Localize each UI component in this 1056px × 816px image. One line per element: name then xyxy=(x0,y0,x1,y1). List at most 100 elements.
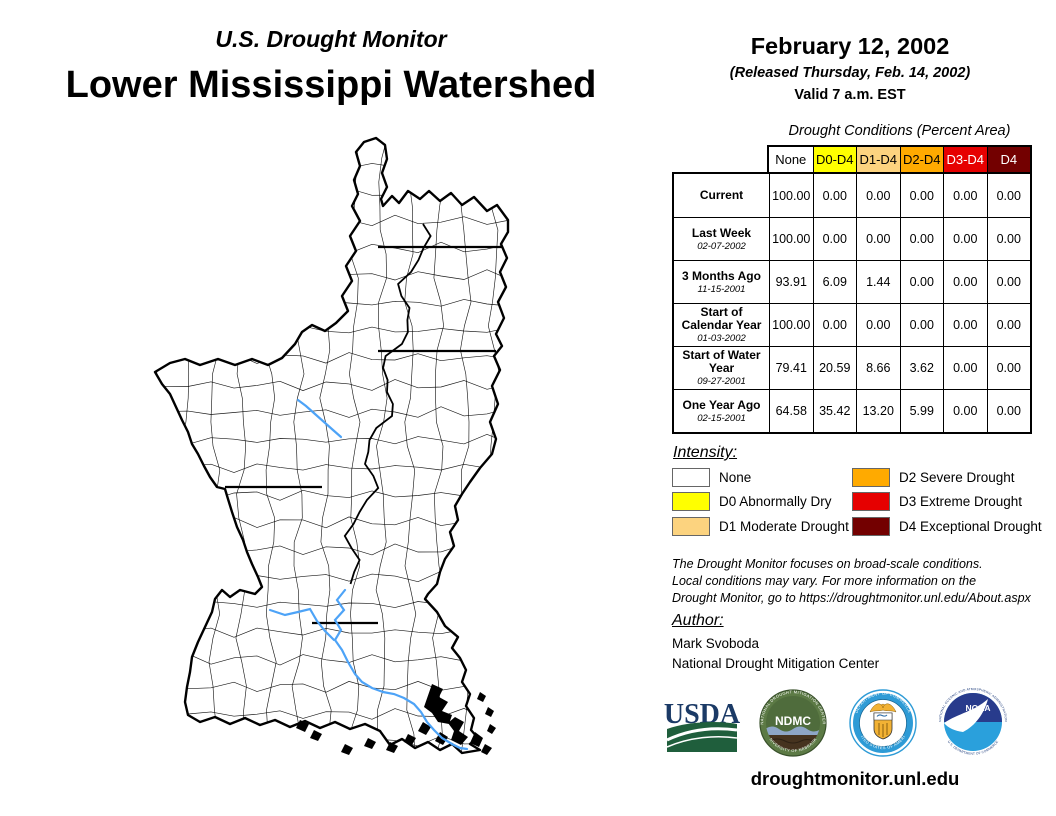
commerce-seal: DEPARTMENT OF COMMERCE UNITED STATES OF … xyxy=(849,689,917,757)
author-name: Mark Svoboda xyxy=(672,636,760,651)
legend-label: D4 Exceptional Drought xyxy=(899,519,1042,534)
table-cell: 0.00 xyxy=(986,174,1031,217)
ndmc-logo: NDMC NATIONAL DROUGHT MITIGATION CENTER … xyxy=(759,689,827,757)
legend-item-d4: D4 Exceptional Drought xyxy=(852,517,1042,536)
table-cell: 35.42 xyxy=(812,389,856,432)
legend-label: D1 Moderate Drought xyxy=(719,519,849,534)
legend-item-d2: D2 Severe Drought xyxy=(852,468,1015,487)
table-cell: 79.41 xyxy=(769,346,813,389)
report-kicker: U.S. Drought Monitor xyxy=(215,26,447,52)
table-cell: 20.59 xyxy=(812,346,856,389)
row-label-one-year-ago: One Year Ago 02-15-2001 xyxy=(674,389,769,432)
table-cell: 0.00 xyxy=(986,303,1030,346)
table-cell: 0.00 xyxy=(943,303,987,346)
table-cell: 6.09 xyxy=(812,260,856,303)
legend-swatch-d1 xyxy=(672,517,710,536)
col-header-none: None xyxy=(769,147,813,172)
page-title: Lower Mississippi Watershed xyxy=(65,64,597,106)
legend-label: D2 Severe Drought xyxy=(899,470,1015,485)
row-label-start-water-year: Start of Water Year 09-27-2001 xyxy=(674,346,769,389)
table-cell: 0.00 xyxy=(812,217,856,260)
red-river xyxy=(268,607,336,642)
table-cell: 0.00 xyxy=(812,303,856,346)
drought-table-body: Current 100.00 0.00 0.00 0.00 0.00 0.00 … xyxy=(672,172,1032,434)
legend-swatch-d3 xyxy=(852,492,890,511)
row-label-3-months-ago: 3 Months Ago 11-15-2001 xyxy=(674,260,769,303)
table-cell: 5.99 xyxy=(899,389,943,432)
ndmc-logo-text: NDMC xyxy=(775,714,811,728)
table-cell: 0.00 xyxy=(986,389,1030,432)
table-cell: 0.00 xyxy=(986,346,1030,389)
table-cell: 100.00 xyxy=(769,217,813,260)
table-cell: 0.00 xyxy=(899,303,943,346)
usda-logo: USDA xyxy=(664,699,740,752)
row-label-current: Current xyxy=(699,188,744,202)
table-cell: 0.00 xyxy=(812,174,857,217)
released-date: (Released Thursday, Feb. 14, 2002) xyxy=(729,65,971,81)
drought-monitor-url: droughtmonitor.unl.edu xyxy=(750,768,960,789)
author-heading: Author: xyxy=(672,612,724,629)
state-boundaries xyxy=(225,245,507,625)
table-cell: 0.00 xyxy=(899,260,943,303)
table-cell: 0.00 xyxy=(943,260,987,303)
table-cell: 13.20 xyxy=(856,389,900,432)
table-cell: 3.62 xyxy=(899,346,943,389)
table-cell: 0.00 xyxy=(899,174,944,217)
table-cell: 0.00 xyxy=(943,174,987,217)
valid-time: Valid 7 a.m. EST xyxy=(794,87,906,103)
table-cell: 0.00 xyxy=(943,346,987,389)
legend-item-d0: D0 Abnormally Dry xyxy=(672,492,832,511)
table-cell: 93.91 xyxy=(769,260,813,303)
col-header-d1d4: D1-D4 xyxy=(856,147,900,172)
table-cell: 0.00 xyxy=(943,217,987,260)
watershed-map xyxy=(153,136,510,755)
commerce-shield-icon xyxy=(873,712,893,740)
col-header-d2d4: D2-D4 xyxy=(899,147,943,172)
lower-mississippi-river xyxy=(333,588,469,751)
table-cell: 64.58 xyxy=(769,389,813,432)
table-cell: 0.00 xyxy=(986,217,1030,260)
table-cell: 0.00 xyxy=(899,217,943,260)
county-boundaries xyxy=(155,138,508,753)
table-cell: 8.66 xyxy=(856,346,900,389)
legend-item-d3: D3 Extreme Drought xyxy=(852,492,1022,511)
legend-swatch-none xyxy=(672,468,710,487)
drought-table-header: None D0-D4 D1-D4 D2-D4 D3-D4 D4 xyxy=(767,145,1032,172)
legend-swatch-d4 xyxy=(852,517,890,536)
table-cell: 0.00 xyxy=(856,174,900,217)
legend-heading: Intensity: xyxy=(673,444,738,461)
noaa-logo-text: NOAA xyxy=(965,703,990,713)
table-cell: 0.00 xyxy=(856,217,900,260)
watershed-outline xyxy=(153,136,510,755)
row-label-last-week: Last Week 02-07-2002 xyxy=(674,217,769,260)
table-title: Drought Conditions (Percent Area) xyxy=(788,123,1011,139)
disclaimer-text: The Drought Monitor focuses on broad-sca… xyxy=(672,557,1031,605)
author-organization: National Drought Mitigation Center xyxy=(672,656,880,671)
table-cell: 0.00 xyxy=(986,260,1030,303)
legend-item-none: None xyxy=(672,468,751,487)
legend-label: D0 Abnormally Dry xyxy=(719,494,832,509)
col-header-d0d4: D0-D4 xyxy=(812,147,856,172)
legend-swatch-d2 xyxy=(852,468,890,487)
river-lines xyxy=(268,398,469,751)
mississippi-river-boundary xyxy=(343,223,432,585)
table-cell: 100.00 xyxy=(769,303,813,346)
report-date: February 12, 2002 xyxy=(750,33,950,59)
table-cell: 0.00 xyxy=(943,389,987,432)
legend-swatch-d0 xyxy=(672,492,710,511)
col-header-d3d4: D3-D4 xyxy=(943,147,987,172)
noaa-logo: NOAA NATIONAL OCEANIC AND ATMOSPHERIC AD… xyxy=(939,688,1007,756)
delta-marsh xyxy=(296,684,496,755)
col-header-d4: D4 xyxy=(986,147,1030,172)
table-cell: 0.00 xyxy=(856,303,900,346)
legend-label: None xyxy=(719,470,752,485)
legend-item-d1: D1 Moderate Drought xyxy=(672,517,849,536)
commerce-eagle-icon xyxy=(869,703,897,713)
noaa-bird-icon xyxy=(944,699,988,732)
table-cell: 1.44 xyxy=(856,260,900,303)
table-cell: 100.00 xyxy=(769,174,813,217)
row-label-start-calendar-year: Start of Calendar Year 01-03-2002 xyxy=(674,303,769,346)
legend-label: D3 Extreme Drought xyxy=(899,494,1023,509)
arkansas-river xyxy=(296,398,343,439)
